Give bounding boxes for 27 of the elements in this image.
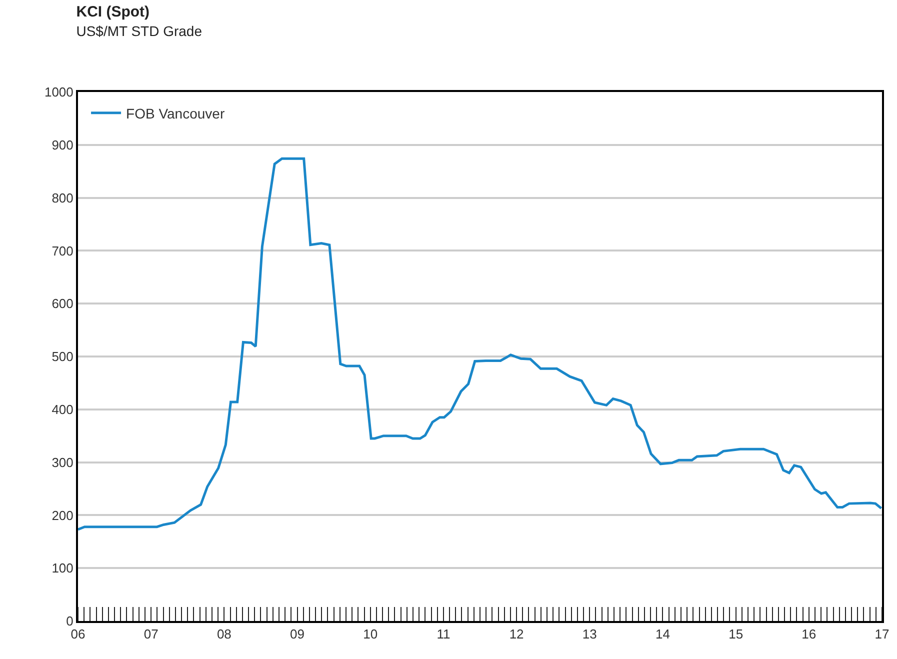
line-series (78, 157, 882, 531)
x-tick-label: 16 (802, 626, 816, 642)
x-tick-label: 17 (874, 626, 890, 642)
x-tick-label: 10 (363, 626, 378, 642)
y-tick-label: 100 (52, 560, 74, 576)
y-tick-label: 400 (52, 402, 74, 417)
y-tick-label: 200 (52, 508, 74, 523)
x-tick-label: 07 (144, 626, 158, 642)
x-tick-label: 13 (582, 626, 597, 642)
y-tick-label: 0 (66, 614, 74, 629)
chart-title: KCI (Spot) (76, 3, 150, 20)
chart-subtitle: US$/MT STD Grade (76, 22, 202, 39)
y-tick-label: 800 (52, 190, 74, 206)
legend-label: FOB Vancouver (126, 105, 225, 122)
y-tick-label: 700 (52, 243, 74, 258)
y-tick-label: 1000 (44, 84, 74, 100)
x-tick-label: 09 (290, 626, 305, 642)
x-tick-label: 15 (728, 626, 744, 642)
x-tick-label: 11 (436, 626, 450, 642)
x-tick-label: 12 (509, 626, 524, 642)
y-tick-label: 300 (52, 454, 74, 470)
x-tick-label: 08 (216, 626, 232, 642)
x-tick-label: 06 (70, 626, 86, 642)
y-tick-label: 500 (52, 349, 74, 364)
y-tick-label: 600 (52, 296, 74, 312)
x-tick-label: 14 (655, 626, 670, 642)
y-tick-label: 900 (52, 137, 74, 152)
